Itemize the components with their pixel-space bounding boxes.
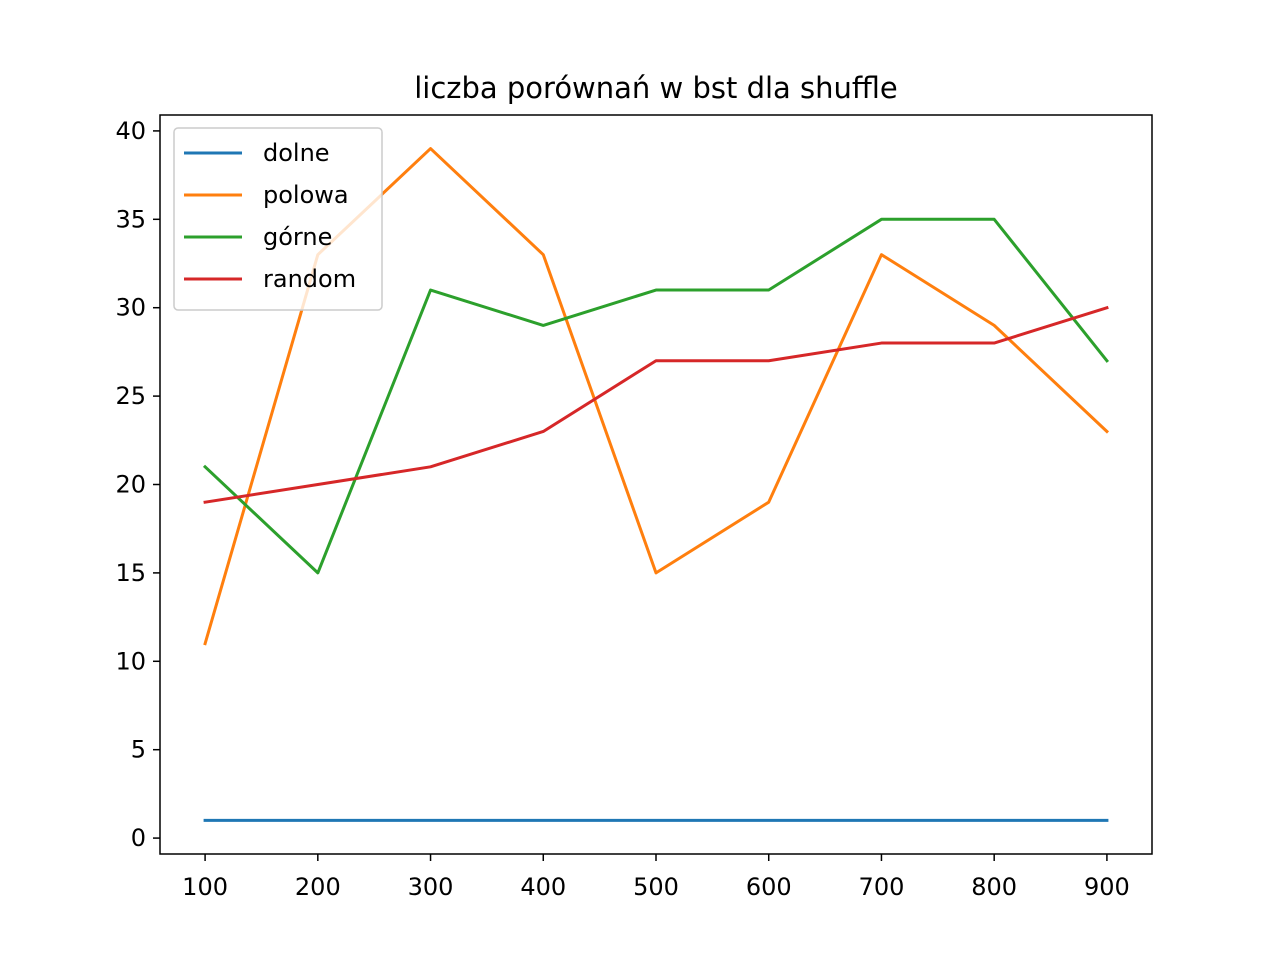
y-tick-label: 10 (115, 647, 146, 675)
legend-label-dolne: dolne (263, 139, 330, 167)
x-tick-label: 400 (520, 873, 566, 901)
y-tick-label: 15 (115, 559, 146, 587)
series-line-random (203, 305, 1109, 504)
legend-label-polowa: polowa (263, 181, 349, 209)
y-tick-label: 30 (115, 294, 146, 322)
x-tick-label: 500 (633, 873, 679, 901)
y-axis: 0 5 10 15 20 25 30 35 40 (115, 117, 160, 852)
x-tick-label: 200 (295, 873, 341, 901)
x-tick-label: 600 (746, 873, 792, 901)
x-tick-label: 700 (859, 873, 905, 901)
y-tick-label: 20 (115, 471, 146, 499)
x-tick-label: 900 (1084, 873, 1130, 901)
y-tick-label: 40 (115, 117, 146, 145)
legend-label-random: random (263, 265, 356, 293)
y-tick-label: 0 (131, 824, 146, 852)
x-tick-label: 100 (182, 873, 228, 901)
y-tick-label: 35 (115, 205, 146, 233)
legend-box (173, 127, 383, 311)
legend-label-górne: górne (263, 223, 332, 251)
plot-frame (159, 114, 1153, 855)
x-axis: 100 200 300 400 500 600 700 800 900 (182, 854, 1130, 901)
y-tick-label: 5 (131, 736, 146, 764)
chart-title: liczba porównań w bst dla shuffle (414, 71, 898, 105)
x-tick-label: 300 (408, 873, 454, 901)
y-tick-label: 25 (115, 382, 146, 410)
x-tick-label: 800 (971, 873, 1017, 901)
legend: dolne polowa górne random (173, 127, 383, 311)
